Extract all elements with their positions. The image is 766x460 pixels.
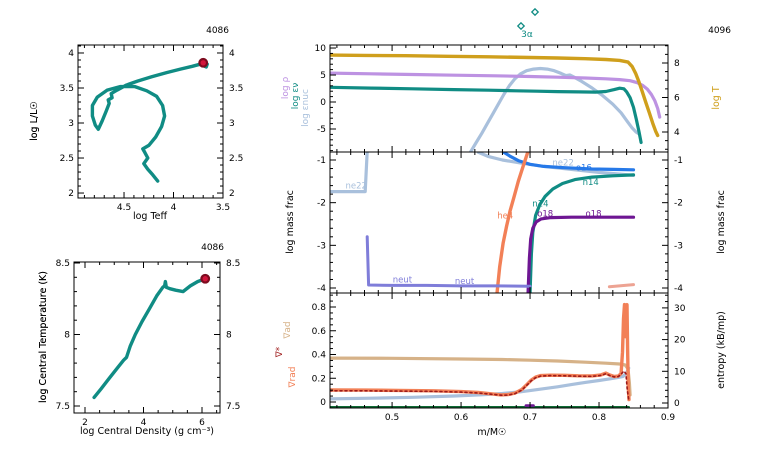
svg-text:∇ad: ∇ad [283, 321, 293, 339]
svg-text:4: 4 [229, 49, 235, 59]
svg-text:-4: -4 [317, 284, 326, 294]
svg-text:entropy (kB/mp): entropy (kB/mp) [716, 311, 727, 389]
svg-text:3: 3 [68, 119, 74, 129]
svg-text:o18: o18 [585, 209, 601, 219]
svg-text:0.4: 0.4 [312, 351, 327, 361]
svg-text:6: 6 [199, 418, 205, 428]
svg-text:0.5: 0.5 [385, 413, 399, 423]
svg-text:0.6: 0.6 [454, 413, 469, 423]
svg-text:8: 8 [226, 330, 232, 340]
svg-text:n14: n14 [532, 200, 548, 210]
svg-text:2: 2 [82, 418, 88, 428]
svg-text:6: 6 [674, 93, 680, 103]
svg-text:log mass frac: log mass frac [285, 190, 296, 254]
svg-text:0: 0 [674, 399, 680, 409]
svg-text:20: 20 [674, 336, 686, 346]
svg-text:log mass frac: log mass frac [716, 190, 727, 254]
svg-text:10: 10 [315, 44, 327, 54]
svg-text:log L/L☉: log L/L☉ [29, 101, 40, 141]
svg-text:2.5: 2.5 [229, 154, 243, 164]
svg-text:neut: neut [393, 275, 413, 285]
svg-text:3α: 3α [521, 30, 533, 40]
svg-text:0: 0 [320, 398, 326, 408]
svg-text:o18: o18 [537, 209, 553, 219]
svg-text:neut: neut [455, 277, 475, 287]
svg-text:3.5: 3.5 [229, 84, 243, 94]
svg-text:4: 4 [141, 418, 147, 428]
svg-text:-2: -2 [317, 199, 326, 209]
svg-text:4: 4 [674, 128, 680, 138]
svg-text:0.6: 0.6 [312, 327, 327, 337]
svg-text:5: 5 [320, 71, 326, 81]
svg-text:-1: -1 [674, 156, 683, 166]
svg-text:-1: -1 [317, 156, 326, 166]
svg-text:30: 30 [674, 304, 686, 314]
svg-text:-3: -3 [674, 241, 683, 251]
svg-text:log T: log T [711, 86, 722, 110]
svg-text:-4: -4 [674, 284, 683, 294]
svg-text:0.9: 0.9 [661, 413, 676, 423]
svg-text:2.5: 2.5 [60, 154, 74, 164]
svg-text:-5: -5 [317, 125, 326, 135]
svg-text:m/M☉: m/M☉ [477, 427, 506, 438]
svg-text:log L/L☉: log L/L☉ [29, 101, 40, 141]
svg-text:-2: -2 [674, 199, 683, 209]
svg-text:log Teff: log Teff [133, 211, 168, 222]
svg-text:7.5: 7.5 [56, 402, 70, 412]
svg-text:log Central Temperature (K): log Central Temperature (K) [38, 271, 49, 403]
svg-text:4.5: 4.5 [117, 203, 131, 213]
svg-text:∇rad: ∇rad [288, 367, 298, 389]
svg-text:3: 3 [229, 119, 235, 129]
svg-text:ne22: ne22 [345, 182, 366, 192]
svg-text:3.5: 3.5 [216, 203, 230, 213]
svg-text:4086: 4086 [206, 26, 229, 36]
svg-text:8: 8 [64, 330, 70, 340]
svg-text:0.8: 0.8 [312, 303, 327, 313]
svg-text:4096: 4096 [708, 26, 731, 36]
svg-text:2: 2 [229, 189, 235, 199]
svg-text:10: 10 [674, 367, 686, 377]
svg-text:8.5: 8.5 [226, 259, 240, 269]
svg-text:7.5: 7.5 [226, 402, 240, 412]
svg-text:4: 4 [171, 203, 177, 213]
svg-text:log εnuc: log εnuc [301, 89, 311, 127]
svg-text:0.2: 0.2 [312, 374, 326, 384]
svg-text:log Central Density (g cm⁻³): log Central Density (g cm⁻³) [80, 426, 214, 437]
svg-text:log ρ: log ρ [281, 77, 291, 100]
svg-text:log εν: log εν [291, 83, 301, 109]
svg-text:o16: o16 [576, 164, 592, 174]
svg-text:0: 0 [320, 98, 326, 108]
svg-text:∇*: ∇* [275, 346, 285, 358]
svg-text:4086: 4086 [201, 243, 224, 253]
svg-text:0.8: 0.8 [592, 413, 607, 423]
svg-text:ne22: ne22 [552, 159, 573, 169]
svg-text:0.7: 0.7 [523, 413, 537, 423]
svg-text:8: 8 [674, 59, 680, 69]
svg-text:4: 4 [68, 49, 74, 59]
svg-text:he4: he4 [497, 211, 513, 221]
svg-text:-3: -3 [317, 241, 326, 251]
svg-text:3.5: 3.5 [60, 84, 74, 94]
svg-text:n14: n14 [583, 178, 599, 188]
svg-text:2: 2 [68, 189, 74, 199]
svg-text:8.5: 8.5 [56, 259, 70, 269]
svg-text:log Central Temperature (K): log Central Temperature (K) [38, 271, 49, 403]
